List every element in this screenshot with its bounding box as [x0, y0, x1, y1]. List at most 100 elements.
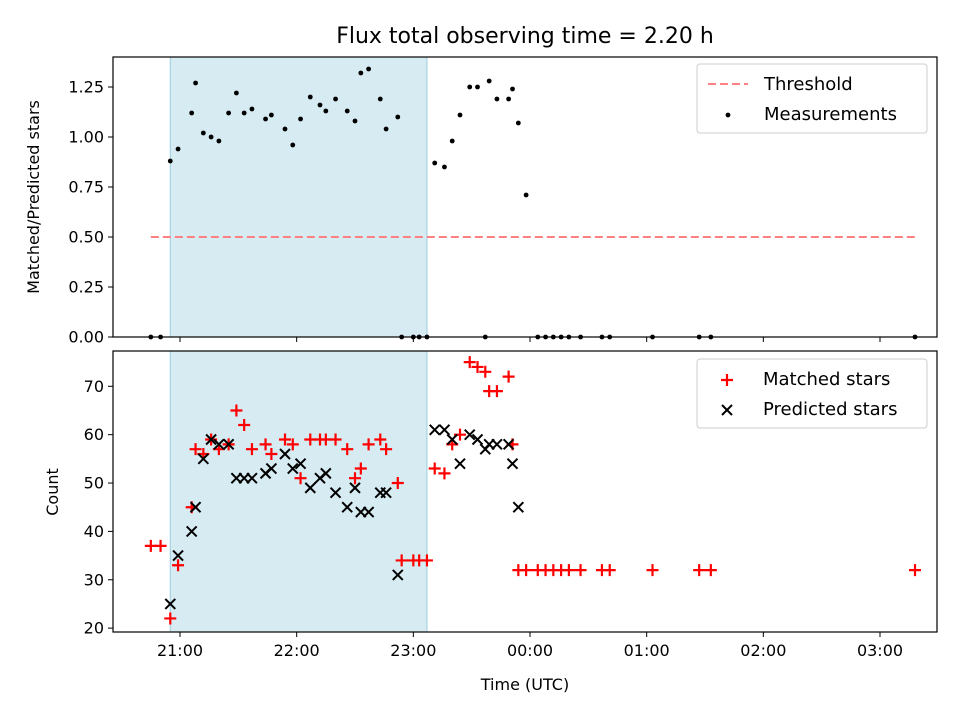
predicted-star-marker	[362, 506, 375, 518]
bottom-y-tick-label: 20	[84, 619, 104, 638]
legend-threshold-label: Threshold	[763, 74, 853, 95]
measurement-point	[208, 134, 214, 140]
bottom-y-tick-label: 30	[84, 570, 104, 589]
predicted-star-marker	[222, 438, 235, 451]
legend-measurements-label: Measurements	[764, 104, 897, 125]
bottom-frame	[112, 350, 938, 633]
matched-star-marker	[172, 559, 185, 572]
measurement-point	[486, 78, 492, 84]
matched-star-marker	[294, 472, 307, 485]
top-y-tick-label: 1.00	[68, 128, 104, 147]
measurement-point	[175, 146, 181, 152]
measurement-point	[249, 106, 255, 112]
predicted-star-marker	[429, 424, 441, 436]
measurement-point	[467, 84, 473, 90]
matched-star-marker	[230, 404, 243, 417]
predicted-star-marker	[446, 433, 458, 446]
measurement-point	[506, 96, 512, 102]
top-frame	[112, 56, 938, 338]
matched-star-marker	[603, 564, 616, 577]
predicted-star-marker	[197, 453, 210, 465]
matched-star-marker	[479, 365, 492, 378]
x-axis-label: Time (UTC)	[480, 675, 569, 694]
matched-star-marker	[286, 438, 299, 451]
predicted-star-marker	[189, 501, 202, 513]
predicted-star-marker	[172, 549, 184, 562]
predicted-star-marker	[349, 482, 361, 494]
predicted-star-marker	[246, 472, 258, 484]
top-axes: 0.00 0.25 0.50 0.75 1.00 1.25	[68, 56, 938, 347]
measurement-point	[515, 120, 521, 126]
matched-star-marker	[154, 539, 167, 552]
top-panel: 0.00 0.25 0.50 0.75 1.00 1.25 Matched/Predict…	[24, 56, 938, 347]
bottom-axes: 20 30 40 50 60 70 21:00 22:00 23:00 00:00 01:00 02:…	[84, 350, 938, 660]
matched-star-marker	[341, 443, 354, 456]
measurement-point	[317, 102, 323, 108]
predicted-star-marker	[320, 467, 332, 480]
bottom-y-tick-label: 40	[84, 522, 104, 541]
measurement-point	[377, 96, 383, 102]
measurement-point	[268, 112, 274, 118]
matched-star-marker	[265, 448, 278, 461]
predicted-star-marker	[512, 501, 525, 513]
measurement-point	[333, 96, 338, 102]
matched-star-marker	[374, 433, 387, 446]
matched-star-marker	[238, 418, 251, 431]
matched-star-marker	[420, 554, 433, 567]
top-legend: Threshold Measurements	[696, 63, 928, 134]
predicted-star-marker	[279, 448, 291, 460]
matched-star-marker	[502, 370, 515, 383]
measurement-point	[510, 86, 515, 92]
matched-star-marker	[693, 564, 706, 577]
matched-star-marker	[490, 385, 503, 398]
measurement-point	[226, 110, 232, 116]
chart-title: Flux total observing time = 2.20 h	[336, 24, 714, 49]
matched-star-marker	[562, 564, 575, 577]
bottom-y-axis-label: Count	[43, 468, 62, 516]
bottom-x-tick-label: 02:00	[740, 641, 786, 660]
measurement-point	[432, 160, 438, 166]
predicted-star-marker	[380, 487, 392, 499]
bottom-panel: 20 30 40 50 60 70 21:00 22:00 23:00 00:00 01:00 02:…	[43, 350, 938, 694]
measurement-point	[323, 108, 329, 114]
measurement-point	[383, 126, 389, 132]
measurement-point	[200, 130, 206, 136]
predicted-star-marker	[265, 462, 278, 475]
predicted-star-marker	[471, 433, 484, 446]
bottom-x-tick-label: 01:00	[624, 641, 670, 660]
matched-star-marker	[428, 462, 441, 475]
matched-star-marker	[646, 564, 659, 577]
predicted-star-marker	[164, 598, 176, 610]
predicted-star-marker	[454, 457, 466, 470]
matched-star-marker	[380, 443, 393, 456]
measurement-point	[233, 90, 239, 96]
legend-measurements-swatch	[725, 112, 731, 118]
measurement-point	[494, 96, 500, 102]
predicted-star-marker	[464, 428, 476, 441]
predicted-star-marker	[438, 424, 451, 436]
measurement-point	[449, 138, 455, 144]
predicted-star-marker	[294, 457, 307, 470]
measurement-point	[352, 118, 358, 124]
bottom-x-tick-label: 03:00	[857, 641, 903, 660]
predicted-star-marker	[205, 433, 217, 446]
measurement-point	[475, 84, 480, 90]
matched-star-marker	[909, 564, 921, 577]
matched-star-marker	[704, 564, 717, 577]
matched-star-marker	[362, 438, 375, 451]
measurement-point	[358, 70, 364, 76]
matched-star-marker	[471, 360, 484, 373]
observing-window-shade	[169, 56, 428, 338]
predicted-star-marker	[213, 438, 225, 451]
matched-star-marker	[395, 554, 408, 567]
measurement-point	[290, 142, 296, 148]
matched-star-marker	[349, 472, 361, 485]
legend-matched-label: Matched stars	[763, 369, 890, 390]
measurement-point	[167, 158, 173, 164]
matched-star-marker	[259, 438, 272, 451]
measurement-point	[241, 110, 247, 116]
matched-star-marker	[520, 564, 533, 577]
bottom-y-tick-label: 50	[84, 474, 104, 493]
legend-predicted-swatch	[721, 404, 733, 416]
bottom-y-tick-label: 70	[84, 377, 104, 396]
